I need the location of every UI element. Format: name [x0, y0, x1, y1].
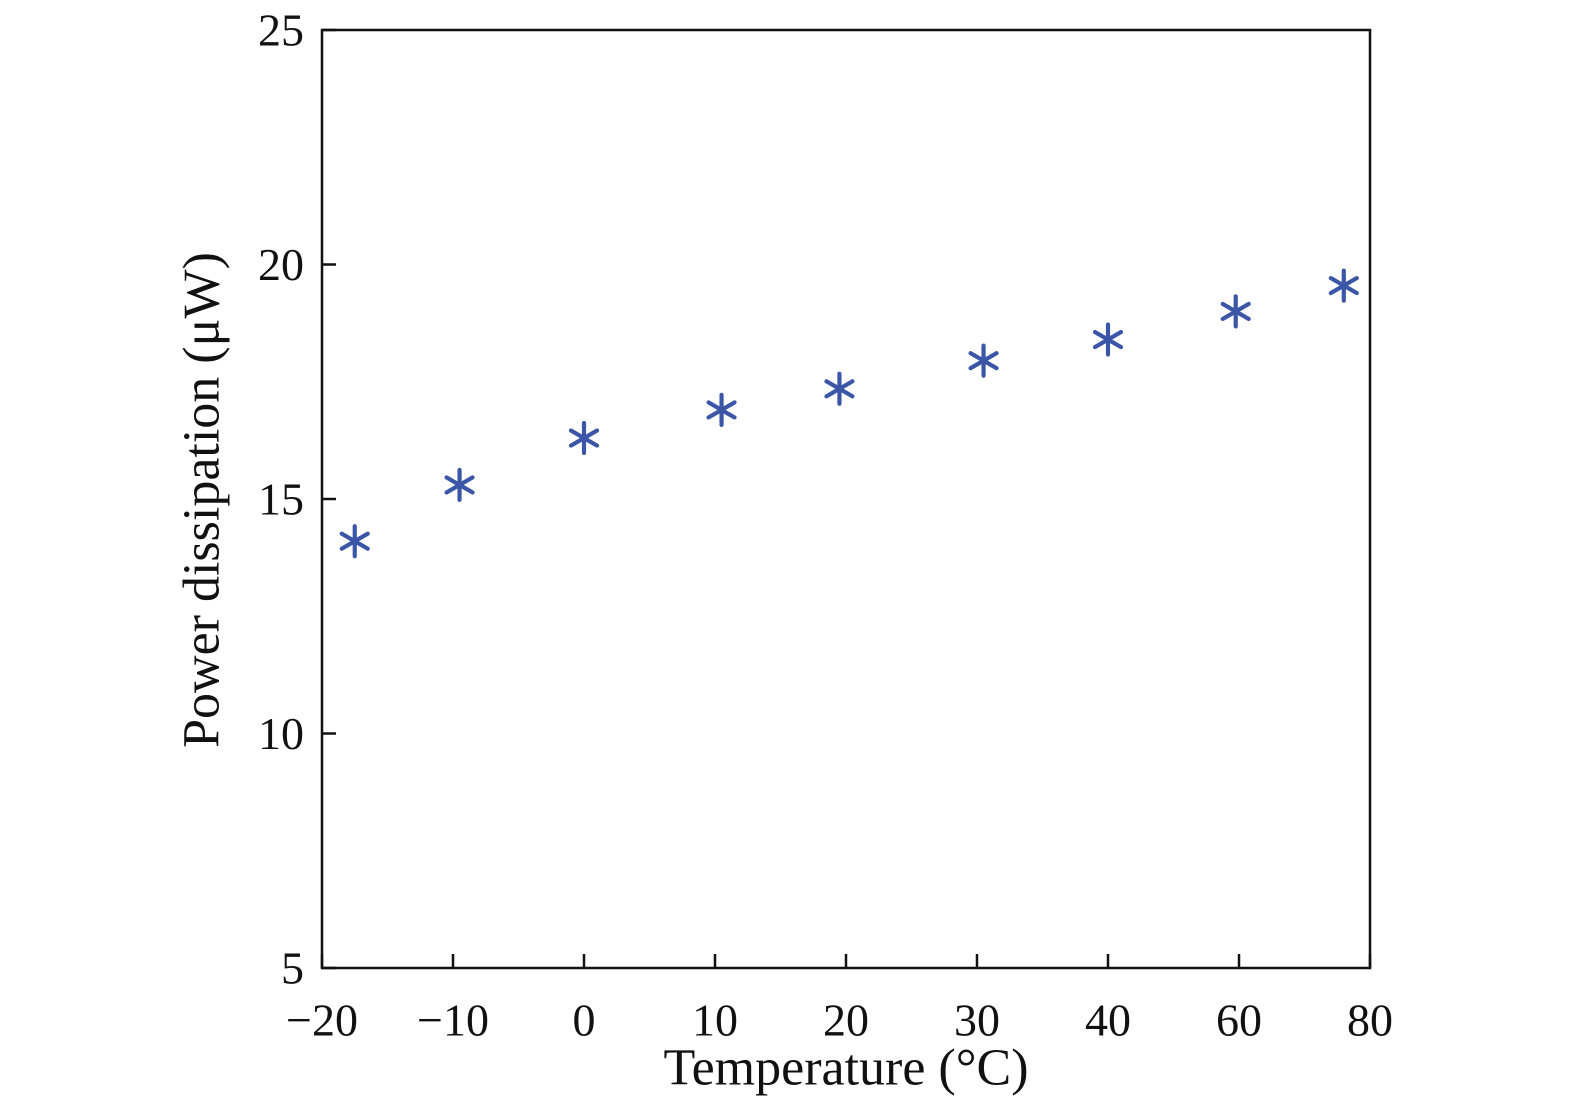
- y-tick-label: 15: [258, 474, 304, 525]
- marker-arm: [706, 400, 737, 420]
- data-point-marker: [444, 467, 475, 503]
- marker-arm: [1328, 276, 1359, 296]
- y-tick-label: 25: [258, 5, 304, 56]
- y-tick-label: 10: [258, 708, 304, 759]
- x-tick-label: 10: [692, 995, 738, 1046]
- x-tick-label: 40: [1085, 995, 1131, 1046]
- marker-arm: [1092, 329, 1124, 350]
- data-point-marker: [1092, 322, 1124, 357]
- marker-arm: [1220, 301, 1251, 321]
- data-point-marker: [824, 371, 855, 406]
- data-point-marker: [706, 392, 737, 427]
- marker-arm: [339, 531, 370, 551]
- y-axis-label: Power dissipation (μW): [173, 252, 231, 748]
- marker-arm: [824, 379, 855, 399]
- x-tick-label: 0: [573, 995, 596, 1046]
- x-tick-label: −10: [417, 995, 489, 1046]
- x-tick-label: −20: [286, 995, 358, 1046]
- data-point-marker: [568, 420, 600, 456]
- x-tick-label: 60: [1216, 995, 1262, 1046]
- x-tick-label: 20: [823, 995, 869, 1046]
- marker-arm: [444, 475, 475, 495]
- x-axis-label: Temperature (°C): [663, 1039, 1029, 1097]
- data-point-marker: [1328, 268, 1359, 303]
- axes-box: [320, 28, 1372, 970]
- marker-arm: [568, 428, 600, 448]
- x-tick-label: 80: [1347, 995, 1393, 1046]
- data-point-marker: [968, 343, 999, 378]
- data-point-marker: [339, 524, 370, 559]
- scatter-series: [339, 268, 1359, 559]
- x-tick-label: 30: [954, 995, 1000, 1046]
- data-point-marker: [1220, 294, 1251, 329]
- y-tick-label: 20: [258, 239, 304, 290]
- y-tick-label: 5: [281, 943, 304, 994]
- marker-arm: [968, 351, 999, 371]
